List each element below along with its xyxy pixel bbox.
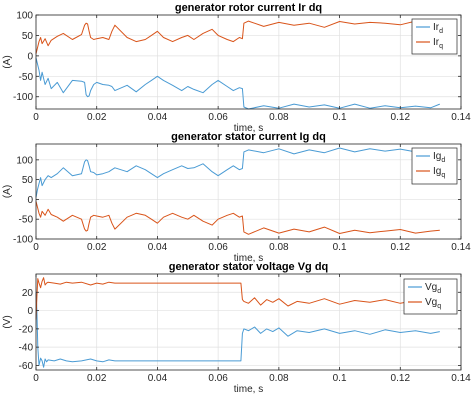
x-tick-label: 0.14 — [451, 373, 471, 384]
legend-box — [411, 147, 458, 185]
x-axis-label: time, s — [234, 253, 263, 264]
series-line-ir-d — [35, 57, 440, 110]
axes-background — [36, 274, 461, 370]
chart-title: generator rotor current Ir dq — [175, 2, 322, 14]
axes-frame — [35, 143, 462, 240]
x-tick-label: 0.14 — [451, 112, 471, 123]
chart-title: generator stator current Ig dq — [171, 131, 326, 143]
grid — [35, 274, 462, 370]
y-axis-label: (A) — [2, 55, 13, 68]
x-tick-label: 0.02 — [87, 242, 107, 253]
series-line-ig-q — [35, 201, 440, 235]
x-tick-label: 0.02 — [87, 112, 107, 123]
legend-label: Vgd — [425, 282, 441, 295]
y-tick-label: 0 — [27, 51, 33, 62]
x-tick-label: 0.04 — [148, 112, 168, 123]
x-tick-label: 0 — [33, 373, 39, 384]
legend: Vgd Vgq — [403, 278, 458, 315]
y-tick-label: 100 — [16, 11, 33, 22]
x-tick-label: 0.12 — [391, 242, 411, 253]
x-tick-label: 0.12 — [391, 112, 411, 123]
chart-panel-1: 0 0.02 0.04 0.06 0.08 0.1 0.12 0.14 100 50 0 -50 -10… — [2, 2, 471, 134]
y-tick-label: -40 — [19, 343, 34, 354]
x-tick-label: 0.1 — [333, 373, 347, 384]
legend-box — [403, 278, 458, 315]
axes-background — [36, 144, 461, 239]
x-tick-label: 0 — [33, 112, 39, 123]
y-tick-label: -20 — [19, 324, 34, 335]
legend-label: Igq — [433, 166, 445, 179]
x-axis-label: time, s — [234, 123, 263, 134]
y-axis-label: (V) — [2, 315, 13, 328]
x-tick-label: 0 — [33, 242, 39, 253]
y-tick-label: -50 — [19, 72, 34, 83]
series-line-ig-d — [35, 147, 440, 198]
chart-panel-2: 0 0.02 0.04 0.06 0.08 0.1 0.12 0.14 100 50 0 -50 -10… — [2, 131, 471, 264]
x-axis-label: time, s — [234, 384, 263, 395]
y-tick-label: -100 — [13, 92, 33, 103]
legend-box — [411, 18, 458, 55]
x-tick-label: 0.08 — [269, 112, 289, 123]
legend-label: Irq — [433, 37, 443, 50]
y-tick-label: 50 — [22, 175, 34, 186]
y-tick-label: 20 — [22, 288, 34, 299]
series-line-vg-d — [35, 292, 440, 368]
legend: Ird Irq — [411, 18, 458, 55]
x-tick-label: 0.1 — [333, 112, 347, 123]
legend-label: Igd — [433, 151, 445, 164]
axes-frame — [35, 14, 462, 110]
axes-background — [36, 15, 461, 109]
legend: Igd Igq — [411, 147, 458, 185]
y-tick-label: -60 — [19, 361, 34, 372]
series-line-ir-q — [35, 20, 440, 54]
x-tick-label: 0.06 — [208, 373, 228, 384]
y-tick-label: 0 — [27, 306, 33, 317]
series-line-vg-q — [35, 277, 440, 320]
y-tick-label: -100 — [13, 235, 33, 246]
x-tick-label: 0.1 — [333, 242, 347, 253]
y-tick-label: -50 — [19, 215, 34, 226]
x-tick-label: 0.08 — [269, 242, 289, 253]
x-tick-label: 0.04 — [148, 373, 168, 384]
x-tick-label: 0.06 — [208, 112, 228, 123]
chart-panel-3: 0 0.02 0.04 0.06 0.08 0.1 0.12 0.14 20 0 -20 -40 -60… — [2, 261, 471, 395]
legend-label: Vgq — [425, 297, 441, 310]
legend-label: Ird — [433, 22, 443, 35]
x-tick-label: 0.06 — [208, 242, 228, 253]
axes-frame — [35, 273, 462, 371]
chart-title: generator stator voltage Vg dq — [169, 261, 329, 273]
x-tick-label: 0.02 — [87, 373, 107, 384]
y-tick-label: 100 — [16, 155, 33, 166]
x-tick-label: 0.14 — [451, 242, 471, 253]
y-tick-label: 0 — [27, 195, 33, 206]
y-tick-label: 50 — [22, 31, 34, 42]
y-axis-label: (A) — [2, 185, 13, 198]
x-tick-label: 0.08 — [269, 373, 289, 384]
x-tick-label: 0.04 — [148, 242, 168, 253]
x-tick-label: 0.12 — [391, 373, 411, 384]
